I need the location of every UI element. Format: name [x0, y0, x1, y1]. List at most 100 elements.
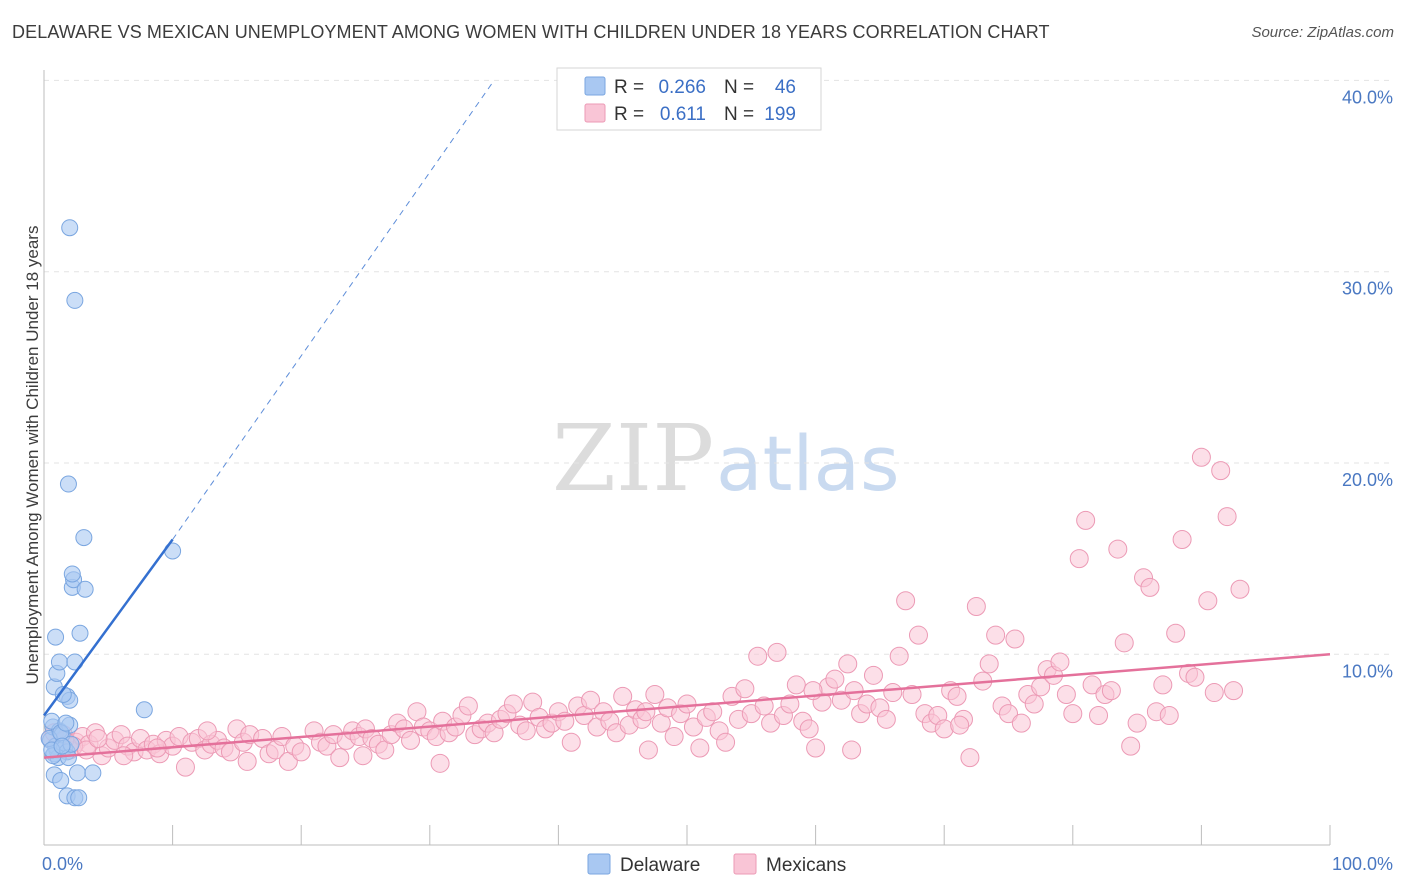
- axes: [43, 70, 1331, 846]
- mexicans-point: [1153, 675, 1173, 695]
- mexicans-point: [88, 728, 108, 748]
- mexicans-point: [1082, 675, 1102, 695]
- bottom-legend-swatch-delaware: [587, 853, 611, 875]
- mexicans-point: [735, 679, 755, 699]
- mexicans-point: [876, 709, 896, 729]
- y-axis-label: Unemployment Among Women with Children U…: [23, 226, 42, 685]
- mexicans-trend-line: [43, 653, 1331, 759]
- mexicans-point: [1050, 652, 1070, 672]
- y-tick-label: 40.0%: [1342, 87, 1393, 107]
- delaware-point: [53, 737, 71, 755]
- delaware-point: [57, 714, 75, 732]
- mexicans-point: [690, 738, 710, 758]
- delaware-point: [47, 628, 65, 646]
- watermark-zip: ZIP: [552, 405, 714, 512]
- legend-swatch-mexicans: [584, 103, 606, 123]
- legend-swatch-delaware: [584, 76, 606, 96]
- mexicans-point: [197, 721, 217, 741]
- mexicans-point: [1063, 704, 1083, 724]
- mexicans-point: [581, 690, 601, 710]
- mexicans-point: [561, 732, 581, 752]
- y-tick-label: 30.0%: [1342, 279, 1393, 299]
- mexicans-point: [237, 751, 257, 771]
- mexicans-point: [1166, 623, 1186, 643]
- mexicans-point: [1005, 629, 1025, 649]
- delaware-points: [40, 219, 182, 807]
- delaware-point: [54, 685, 72, 703]
- mexicans-point: [960, 748, 980, 768]
- source-label: Source: ZipAtlas.com: [1251, 24, 1394, 41]
- mexicans-point: [683, 717, 703, 737]
- mexicans-point: [844, 681, 864, 701]
- legend-n-label-delaware: N =: [724, 77, 754, 98]
- mexicans-point: [716, 732, 736, 752]
- legend-n-label-mexicans: N =: [724, 104, 754, 125]
- mexicans-point: [999, 704, 1018, 724]
- gridlines: [44, 79, 1392, 655]
- mexicans-point: [1127, 713, 1147, 733]
- delaware-point: [61, 219, 79, 237]
- mexicans-point: [1185, 667, 1205, 687]
- mexicans-point: [754, 696, 774, 716]
- chart-title: DELAWARE VS MEXICAN UNEMPLOYMENT AMONG W…: [12, 22, 1050, 42]
- mexicans-point: [1076, 510, 1096, 530]
- y-tick-label: 20.0%: [1342, 470, 1393, 490]
- bottom-legend-label-delaware: Delaware: [620, 855, 700, 876]
- x-tick-label-max: 100.0%: [1332, 854, 1393, 874]
- mexicans-point: [503, 694, 523, 714]
- mexicans-point: [986, 625, 1006, 645]
- mexicans-point: [677, 694, 697, 714]
- mexicans-point: [902, 684, 922, 704]
- mexicans-point: [1191, 447, 1211, 467]
- delaware-point: [63, 565, 81, 583]
- mexicans-point: [1217, 507, 1237, 527]
- mexicans-point: [806, 738, 826, 758]
- mexicans-point: [950, 715, 970, 735]
- mexicans-point: [1121, 736, 1141, 756]
- mexicans-point: [786, 675, 806, 695]
- legend-r-label-delaware: R =: [614, 77, 644, 98]
- mexicans-point: [1089, 706, 1109, 726]
- legend-r-value-delaware: 0.266: [658, 77, 706, 98]
- delaware-point: [50, 653, 68, 671]
- delaware-point: [52, 772, 70, 790]
- delaware-point: [135, 701, 153, 719]
- mexicans-point: [1211, 461, 1231, 481]
- mexicans-point: [1108, 539, 1128, 559]
- mexicans-point: [767, 642, 787, 662]
- mexicans-points: [40, 447, 1250, 777]
- x-tick-label-min: 0.0%: [42, 854, 83, 874]
- mexicans-point: [458, 696, 478, 716]
- mexicans-point: [863, 665, 883, 685]
- bottom-legend-swatch-mexicans: [733, 853, 757, 875]
- mexicans-point: [966, 596, 986, 616]
- mexicans-point: [1172, 530, 1192, 550]
- mexicans-point: [1024, 694, 1044, 714]
- delaware-point: [75, 529, 93, 547]
- mexicans-point: [1056, 684, 1076, 704]
- mexicans-point: [353, 746, 373, 766]
- trend-lines: [42, 80, 1331, 759]
- mexicans-point: [114, 746, 134, 766]
- mexicans-point: [430, 753, 450, 773]
- mexicans-point: [516, 721, 536, 741]
- mexicans-point: [175, 757, 195, 777]
- mexicans-point: [1159, 706, 1179, 726]
- delaware-trend-line: [42, 538, 174, 717]
- mexicans-point: [645, 684, 665, 704]
- legend: R = 0.266 N = 46 R = 0.611 N = 199: [556, 67, 822, 131]
- delaware-point: [84, 764, 102, 782]
- mexicans-point: [1140, 577, 1160, 597]
- mexicans-point: [1069, 549, 1089, 569]
- mexicans-point: [1101, 681, 1121, 701]
- legend-n-value-mexicans: 199: [764, 104, 796, 125]
- mexicans-point: [401, 730, 421, 750]
- legend-r-value-mexicans: 0.611: [660, 104, 706, 125]
- mexicans-point: [1230, 579, 1250, 599]
- legend-r-label-mexicans: R =: [614, 104, 644, 125]
- mexicans-point: [883, 683, 903, 703]
- mexicans-point: [1198, 591, 1218, 611]
- mexicans-point: [291, 742, 311, 762]
- delaware-point: [76, 580, 94, 598]
